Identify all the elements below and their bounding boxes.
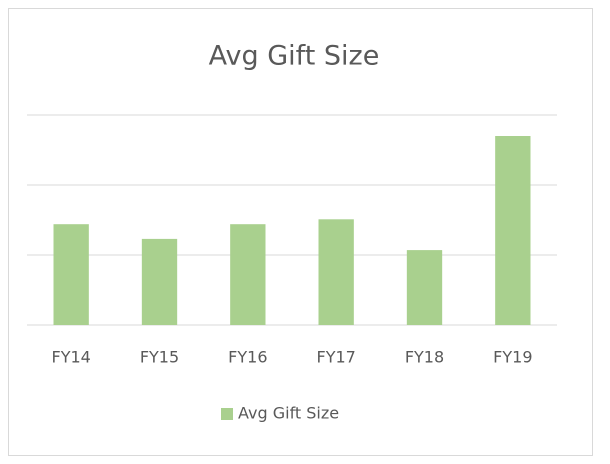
bar — [141, 238, 178, 325]
x-tick-label: FY19 — [493, 348, 532, 367]
bar — [406, 250, 443, 325]
x-tick-label: FY16 — [228, 348, 267, 367]
chart-title: Avg Gift Size — [209, 41, 380, 72]
bar — [230, 224, 266, 325]
legend-swatch — [221, 408, 233, 420]
bar — [53, 224, 89, 325]
bar — [318, 219, 354, 325]
x-tick-label: FY15 — [140, 348, 179, 367]
bar — [495, 136, 531, 325]
x-tick-label: FY14 — [51, 348, 90, 367]
x-tick-label: FY17 — [316, 348, 355, 367]
legend-label: Avg Gift Size — [238, 404, 339, 423]
x-tick-label: FY18 — [405, 348, 444, 367]
